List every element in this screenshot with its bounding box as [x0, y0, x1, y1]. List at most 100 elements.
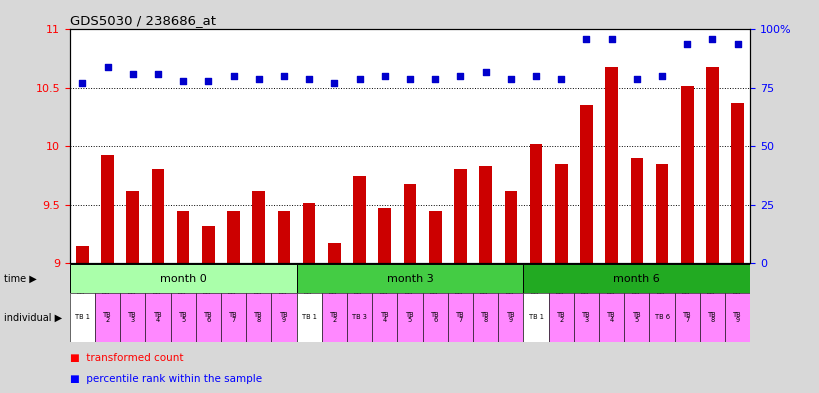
Bar [126, 191, 139, 263]
Bar [201, 226, 215, 263]
Point [378, 73, 391, 79]
Bar [428, 211, 441, 263]
Text: GSM1327557: GSM1327557 [481, 267, 490, 314]
Text: TB
3: TB 3 [129, 312, 137, 323]
Bar [70, 293, 95, 342]
Text: GSM1327556: GSM1327556 [657, 267, 666, 314]
Bar [177, 211, 189, 263]
Point [201, 78, 215, 84]
Text: GSM1327561: GSM1327561 [581, 267, 590, 314]
Point [529, 73, 542, 79]
Text: TB
6: TB 6 [204, 312, 212, 323]
Bar [278, 211, 290, 263]
Bar [346, 293, 372, 342]
Bar [573, 293, 599, 342]
Bar [328, 243, 340, 263]
Text: individual ▶: individual ▶ [4, 312, 62, 322]
Bar [599, 293, 623, 342]
Point [252, 75, 265, 82]
Bar [227, 211, 240, 263]
Text: TB 1: TB 1 [301, 314, 316, 320]
Text: time ▶: time ▶ [4, 274, 37, 284]
Text: GSM1327558: GSM1327558 [631, 267, 640, 314]
Point [504, 75, 517, 82]
Text: GSM1327554: GSM1327554 [355, 267, 364, 314]
Bar [724, 293, 749, 342]
Text: GDS5030 / 238686_at: GDS5030 / 238686_at [70, 14, 215, 27]
Text: TB
7: TB 7 [455, 312, 464, 323]
Text: TB
4: TB 4 [153, 312, 162, 323]
Bar [523, 293, 548, 342]
Bar [705, 67, 718, 263]
Text: month 0: month 0 [160, 274, 206, 284]
Point [302, 75, 315, 82]
Bar [473, 293, 498, 342]
Text: TB
2: TB 2 [556, 312, 565, 323]
Bar [70, 264, 296, 293]
Bar [554, 164, 567, 263]
Bar [120, 293, 145, 342]
Text: GSM1327562: GSM1327562 [556, 267, 565, 314]
Text: GSM1327528: GSM1327528 [279, 267, 288, 314]
Text: GSM1327540: GSM1327540 [153, 267, 162, 314]
Bar [731, 103, 743, 263]
Bar [152, 169, 164, 263]
Point [478, 68, 491, 75]
Point [152, 71, 165, 77]
Bar [170, 293, 196, 342]
Text: ■  percentile rank within the sample: ■ percentile rank within the sample [70, 374, 261, 384]
Bar [479, 166, 491, 263]
Bar [372, 293, 397, 342]
Text: GSM1327531: GSM1327531 [128, 267, 137, 314]
Text: TB
5: TB 5 [405, 312, 414, 323]
Bar [296, 264, 523, 293]
Text: GSM1327529: GSM1327529 [179, 267, 188, 314]
Text: TB
2: TB 2 [330, 312, 338, 323]
Point [75, 80, 88, 86]
Text: GSM1327559: GSM1327559 [380, 267, 389, 314]
Text: TB
3: TB 3 [581, 312, 590, 323]
Text: GSM1327563: GSM1327563 [707, 267, 716, 314]
Bar [604, 67, 618, 263]
Text: GSM1327532: GSM1327532 [305, 267, 314, 314]
Point [604, 36, 618, 42]
Text: TB
9: TB 9 [279, 312, 288, 323]
Bar [378, 208, 391, 263]
Text: TB
7: TB 7 [682, 312, 690, 323]
Bar [101, 154, 114, 263]
Bar [95, 293, 120, 342]
Point [579, 36, 592, 42]
Bar [145, 293, 170, 342]
Bar [403, 184, 416, 263]
Text: GSM1327538: GSM1327538 [455, 267, 464, 314]
Bar [302, 202, 315, 263]
Text: ■  transformed count: ■ transformed count [70, 353, 183, 363]
Point [277, 73, 290, 79]
Point [126, 71, 139, 77]
Text: GSM1327535: GSM1327535 [254, 267, 263, 314]
Text: TB 3: TB 3 [351, 314, 367, 320]
Point [654, 73, 667, 79]
Bar [649, 293, 674, 342]
Bar [630, 158, 642, 263]
Text: GSM1327527: GSM1327527 [204, 267, 213, 314]
Bar [579, 105, 592, 263]
Bar [623, 293, 649, 342]
Point [680, 40, 693, 47]
Bar [196, 293, 220, 342]
Bar [447, 293, 473, 342]
Text: GSM1327564: GSM1327564 [606, 267, 615, 314]
Point [176, 78, 189, 84]
Text: month 3: month 3 [386, 274, 433, 284]
Bar [397, 293, 422, 342]
Text: TB
9: TB 9 [732, 312, 741, 323]
Point [630, 75, 643, 82]
Bar [504, 191, 517, 263]
Text: TB
4: TB 4 [607, 312, 615, 323]
Bar [271, 293, 296, 342]
Point [353, 75, 366, 82]
Point [403, 75, 416, 82]
Text: GSM1327534: GSM1327534 [430, 267, 439, 314]
Point [328, 80, 341, 86]
Text: TB
8: TB 8 [254, 312, 263, 323]
